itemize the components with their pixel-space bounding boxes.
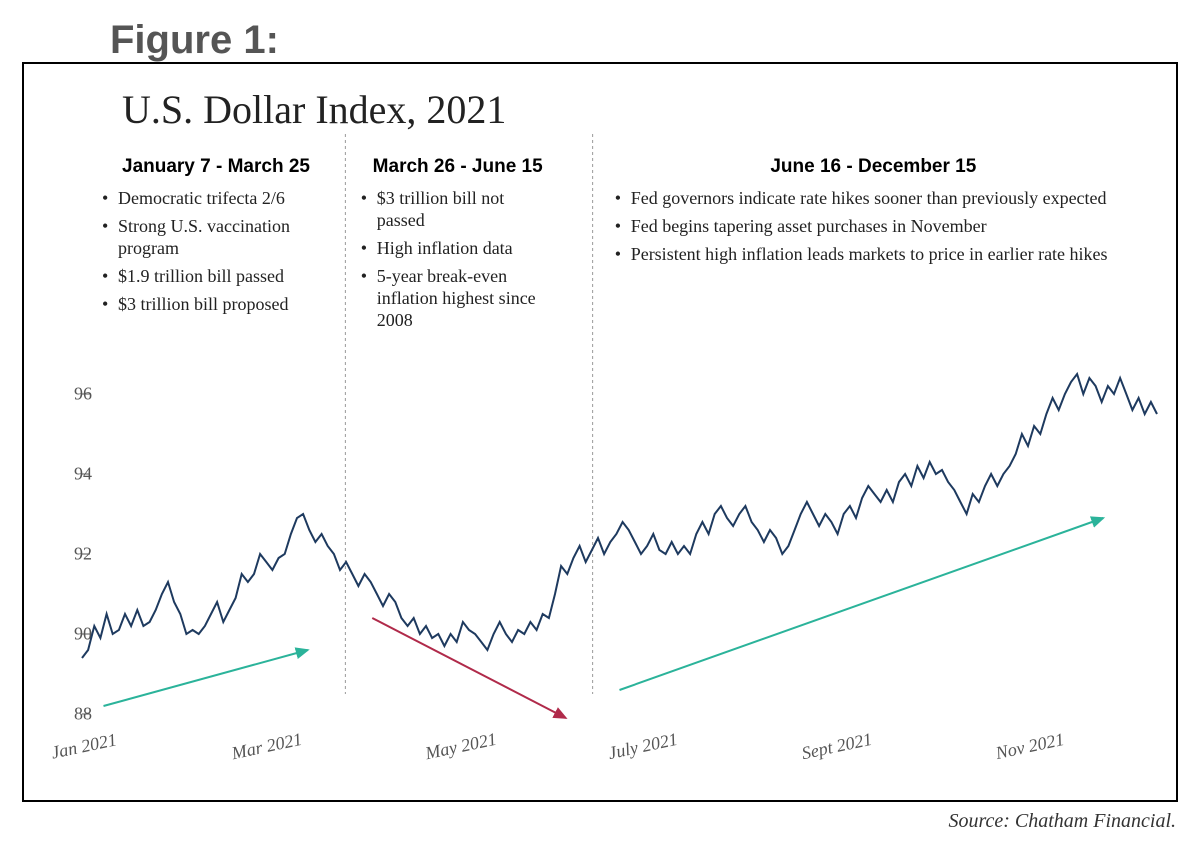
list-item: $3 trillion bill proposed (102, 294, 351, 316)
list-item: 5-year break-even inflation highest sinc… (361, 266, 555, 332)
period-1-list: Democratic trifecta 2/6 Strong U.S. vacc… (102, 188, 351, 322)
chart-title: U.S. Dollar Index, 2021 (122, 86, 506, 133)
list-item: Fed begins tapering asset purchases in N… (615, 216, 1132, 238)
period-1-block: January 7 - March 25 Democratic trifecta… (102, 156, 351, 338)
annotations-row: January 7 - March 25 Democratic trifecta… (102, 156, 1132, 338)
figure-label: Figure 1: (110, 18, 279, 63)
period-2-list: $3 trillion bill not passed High inflati… (361, 188, 555, 338)
list-item: Strong U.S. vaccination program (102, 216, 351, 260)
period-2-header: March 26 - June 15 (361, 156, 555, 178)
period-2-block: March 26 - June 15 $3 trillion bill not … (361, 156, 555, 338)
x-axis: Jan 2021Mar 2021May 2021July 2021Sept 20… (82, 736, 1157, 766)
list-item: High inflation data (361, 238, 555, 260)
list-item: Persistent high inflation leads markets … (615, 244, 1132, 266)
list-item: Democratic trifecta 2/6 (102, 188, 351, 210)
period-3-header: June 16 - December 15 (615, 156, 1132, 178)
source-label: Source: Chatham Financial. (948, 810, 1176, 833)
list-item: $3 trillion bill not passed (361, 188, 555, 232)
chart-frame: U.S. Dollar Index, 2021 January 7 - Marc… (22, 62, 1178, 802)
chart-svg (82, 354, 1157, 754)
list-item: Fed governors indicate rate hikes sooner… (615, 188, 1132, 210)
period-1-header: January 7 - March 25 (102, 156, 351, 178)
period-3-block: June 16 - December 15 Fed governors indi… (615, 156, 1132, 338)
plot-area: 8890929496 Jan 2021Mar 2021May 2021July … (82, 354, 1157, 754)
list-item: $1.9 trillion bill passed (102, 266, 351, 288)
period-3-list: Fed governors indicate rate hikes sooner… (615, 188, 1132, 272)
